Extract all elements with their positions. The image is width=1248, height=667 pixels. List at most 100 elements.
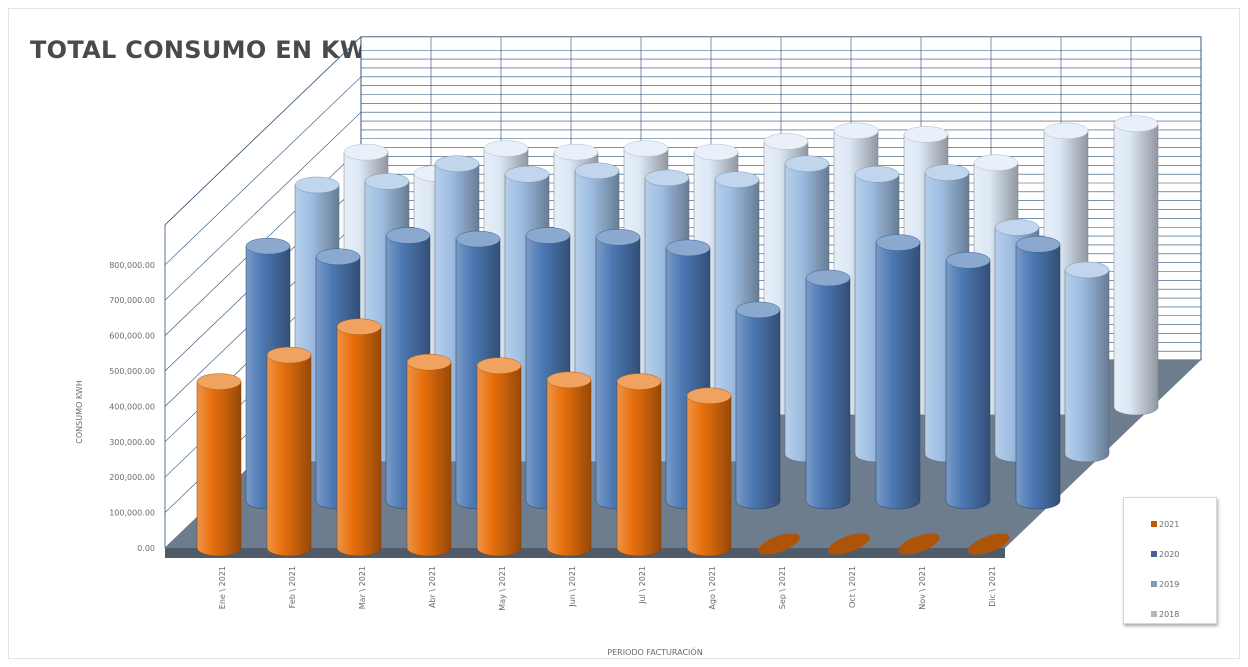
x-tick-label: Abr \ 2021 — [428, 566, 437, 608]
bar-top — [406, 353, 452, 371]
bar — [266, 354, 312, 557]
y-tick-label: 800,000.00 — [109, 261, 155, 270]
y-tick-label: 700,000.00 — [109, 296, 155, 305]
x-tick-label: Jul \ 2021 — [638, 566, 647, 605]
bar-top — [266, 346, 312, 364]
bar-top — [434, 155, 480, 172]
bar-top — [1015, 236, 1061, 253]
legend-label: 2018 — [1159, 609, 1180, 619]
bar — [1113, 123, 1159, 416]
series-2021 — [196, 318, 1010, 557]
bar — [476, 365, 522, 557]
bar-top — [364, 173, 410, 190]
bar-top — [994, 219, 1040, 236]
bar-top — [735, 301, 781, 319]
bar — [805, 277, 851, 510]
bar-top — [1064, 261, 1110, 279]
bar — [686, 395, 732, 557]
x-axis-title: PERIODO FACTURACIÓN — [607, 646, 702, 657]
bar — [735, 309, 781, 510]
legend-label: 2020 — [1159, 549, 1180, 559]
bar — [898, 533, 940, 555]
bar — [968, 533, 1010, 555]
bar — [546, 379, 592, 557]
bar — [758, 533, 800, 555]
legend-item: 2021 — [1124, 509, 1216, 539]
x-axis: Ene \ 2021 Feb \ 2021 Mar \ 2021 Abr \ 2021… — [218, 566, 997, 657]
gridline — [164, 111, 362, 301]
x-tick-label: Nov \ 2021 — [918, 566, 927, 610]
y-tick-label: 300,000.00 — [109, 438, 155, 447]
legend-label: 2019 — [1159, 579, 1180, 589]
x-tick-label: Feb \ 2021 — [288, 566, 297, 608]
bar-top — [833, 122, 879, 140]
bar-top — [875, 234, 921, 251]
bar-top — [336, 318, 382, 335]
bar-top — [553, 143, 599, 161]
bar-top — [924, 164, 970, 181]
legend-swatch — [1151, 551, 1157, 557]
bar — [336, 326, 382, 557]
y-tick-label: 600,000.00 — [109, 332, 155, 341]
bar-top — [686, 387, 732, 405]
bar-top — [343, 143, 389, 161]
y-axis: 0.00 100,000.00 200,000.00 300,000.00 400,00… — [75, 261, 155, 553]
bar-top — [196, 373, 242, 390]
bar-top — [455, 230, 501, 248]
bar-top — [476, 357, 522, 374]
gridline — [164, 76, 362, 266]
legend-swatch — [1151, 611, 1157, 617]
bar-top — [623, 140, 669, 157]
bar-top — [945, 252, 991, 269]
bar — [945, 260, 991, 510]
bar-top — [385, 227, 431, 244]
bar-top — [595, 229, 641, 246]
bar-top — [665, 239, 711, 257]
bar — [828, 533, 870, 555]
bar-top — [693, 143, 739, 161]
x-tick-label: Ene \ 2021 — [218, 566, 227, 609]
y-tick-label: 200,000.00 — [109, 473, 155, 482]
bar-top — [805, 269, 851, 287]
bar — [406, 361, 452, 557]
bar-top — [784, 155, 830, 172]
bar-top — [504, 166, 550, 183]
x-tick-label: May \ 2021 — [498, 566, 507, 611]
bar-top — [973, 154, 1019, 171]
bar-top — [525, 227, 571, 244]
y-tick-label: 400,000.00 — [109, 402, 155, 411]
bar-top — [714, 171, 760, 188]
bar-top — [1113, 115, 1159, 133]
y-tick-label: 500,000.00 — [109, 367, 155, 376]
x-tick-label: Oct \ 2021 — [848, 566, 857, 608]
bar-top — [483, 140, 529, 157]
legend-swatch — [1151, 581, 1157, 587]
x-tick-label: Jun \ 2021 — [568, 566, 577, 608]
x-tick-label: Sep \ 2021 — [778, 566, 787, 609]
bar-top — [294, 176, 340, 194]
bar-top — [546, 371, 592, 389]
gridline — [164, 36, 362, 226]
legend-swatch — [1151, 521, 1157, 527]
bar-top — [616, 373, 662, 390]
legend-item: 2018 — [1124, 599, 1216, 629]
y-axis-title: CONSUMO KWH — [75, 380, 84, 443]
bar-top — [315, 248, 361, 265]
legend-label: 2021 — [1159, 519, 1180, 529]
bar-top — [644, 169, 690, 187]
bar — [616, 381, 662, 557]
legend: 2021 2020 2019 2018 — [1123, 497, 1217, 624]
bar — [1064, 269, 1110, 463]
bar-top — [574, 162, 620, 180]
chart-title: TOTAL CONSUMO EN KWH — [30, 36, 388, 64]
legend-item: 2020 — [1124, 539, 1216, 569]
y-tick-label: 0.00 — [137, 544, 155, 553]
bar-top — [854, 166, 900, 183]
bar — [196, 381, 242, 557]
legend-item: 2019 — [1124, 569, 1216, 599]
bar-top — [1043, 122, 1089, 140]
x-tick-label: Mar \ 2021 — [358, 566, 367, 609]
x-tick-label: Dic \ 2021 — [988, 566, 997, 607]
bar — [1015, 244, 1061, 510]
